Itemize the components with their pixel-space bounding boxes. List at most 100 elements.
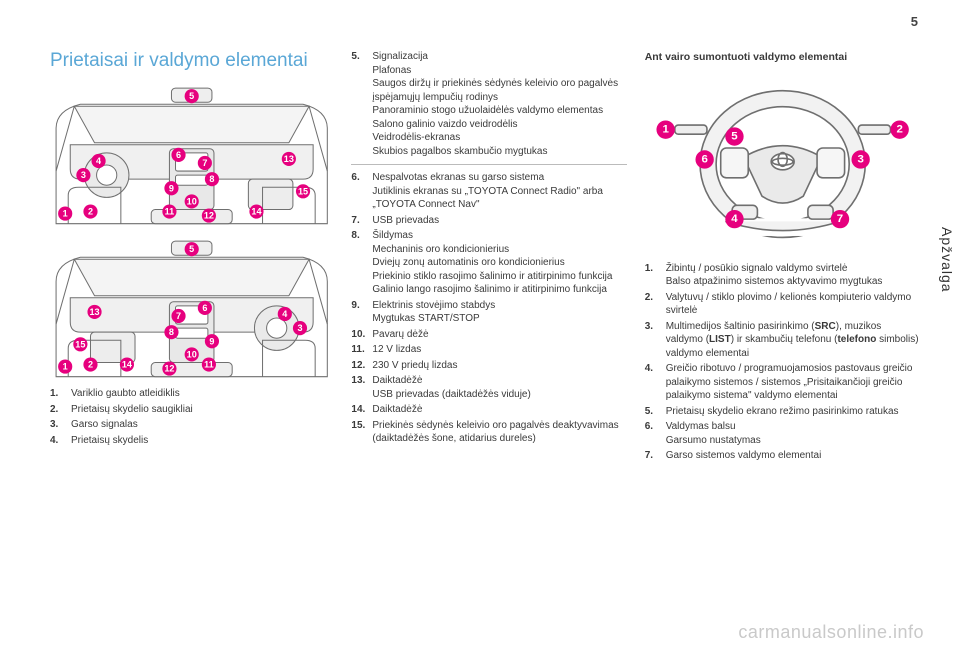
list-item-number: 7.	[645, 449, 661, 463]
column-2-list-bottom: 6.Nespalvotas ekranas su garso sistemaJu…	[351, 171, 626, 446]
svg-text:6: 6	[701, 154, 707, 166]
svg-text:12: 12	[164, 363, 174, 373]
list-item-line: Šildymas	[372, 229, 612, 243]
list-item: 10. Pavarų dėžė	[351, 328, 626, 342]
svg-text:5: 5	[731, 131, 738, 143]
list-item-line: Mygtukas START/STOP	[372, 312, 495, 326]
list-item-number: 3.	[50, 418, 66, 432]
svg-text:7: 7	[176, 311, 181, 321]
svg-text:8: 8	[209, 174, 214, 184]
list-item-text: Prietaisų skydelis	[71, 434, 148, 448]
list-item-number: 2.	[645, 291, 661, 318]
list-item-line: Signalizacija	[372, 50, 626, 64]
svg-text:15: 15	[298, 186, 308, 196]
list-item: 12. 230 V priedų lizdas	[351, 359, 626, 373]
list-item-number: 15.	[351, 419, 367, 446]
list-item-line: Plafonas	[372, 64, 626, 78]
list-item: 2.Valytuvų / stiklo plovimo / kelionės k…	[645, 291, 920, 318]
list-item-line: Salono galinio vaizdo veidrodėlis	[372, 118, 626, 132]
list-item-line: Nespalvotas ekranas su garso sistema	[372, 171, 626, 185]
watermark: carmanualsonline.info	[738, 622, 924, 643]
list-item-line: Garso signalas	[71, 418, 138, 432]
list-item: 4. Prietaisų skydelis	[50, 434, 333, 448]
list-item: 1.Variklio gaubto atleidiklis	[50, 387, 333, 401]
list-item-number: 11.	[351, 343, 367, 357]
list-item-text: Valytuvų / stiklo plovimo / kelionės kom…	[666, 291, 920, 318]
svg-text:12: 12	[204, 210, 214, 220]
list-item-line: Garso sistemos valdymo elementai	[666, 449, 822, 463]
list-item-number: 14.	[351, 403, 367, 417]
list-item-line: 12 V lizdas	[372, 343, 421, 357]
list-item-line: Valdymas balsu	[666, 420, 761, 434]
list-item-text: SignalizacijaPlafonasSaugos diržų ir pri…	[372, 50, 626, 158]
list-item-line: Prietaisų skydelio ekrano režimo pasirin…	[666, 405, 899, 419]
column-3: Ant vairo sumontuoti valdymo elementai 1…	[645, 50, 920, 615]
page-title: Prietaisai ir valdymo elementai	[50, 50, 333, 72]
list-item: 7.USB prievadas	[351, 214, 626, 228]
list-item-line: Daiktadėžė	[372, 403, 422, 417]
list-item-number: 2.	[50, 403, 66, 417]
steering-wheel-diagram: 1234567	[645, 70, 920, 254]
list-item-text: Valdymas balsuGarsumo nustatymas	[666, 420, 761, 447]
list-item: 6.Valdymas balsuGarsumo nustatymas	[645, 420, 920, 447]
list-item-text: Pavarų dėžė	[372, 328, 428, 342]
list-item: 14. Daiktadėžė	[351, 403, 626, 417]
list-item-text: Žibintų / posūkio signalo valdymo svirte…	[666, 262, 883, 289]
list-item-number: 5.	[351, 50, 367, 158]
svg-text:13: 13	[89, 307, 99, 317]
list-item: 8.ŠildymasMechaninis oro kondicionierius…	[351, 229, 626, 297]
svg-text:11: 11	[165, 206, 175, 216]
list-item-line: Balso atpažinimo sistemos aktyvavimo myg…	[666, 275, 883, 289]
svg-text:2: 2	[896, 124, 902, 136]
list-item-text: ŠildymasMechaninis oro kondicionieriusDv…	[372, 229, 612, 297]
svg-text:5: 5	[189, 91, 194, 101]
list-item: 6.Nespalvotas ekranas su garso sistemaJu…	[351, 171, 626, 212]
list-item-line: Garsumo nustatymas	[666, 434, 761, 448]
column-3-list: 1.Žibintų / posūkio signalo valdymo svir…	[645, 262, 920, 463]
list-item-line: Mechaninis oro kondicionierius	[372, 243, 612, 257]
svg-text:3: 3	[81, 170, 86, 180]
list-item-text: Prietaisų skydelio saugikliai	[71, 403, 193, 417]
list-item-text: Multimedijos šaltinio pasirinkimo (SRC),…	[666, 320, 920, 361]
list-item-number: 9.	[351, 299, 367, 326]
list-item: 2. Prietaisų skydelio saugikliai	[50, 403, 333, 417]
list-item: 11. 12 V lizdas	[351, 343, 626, 357]
list-item-line: Prietaisų skydelio saugikliai	[71, 403, 193, 417]
list-item: 1.Žibintų / posūkio signalo valdymo svir…	[645, 262, 920, 289]
list-item-line: Elektrinis stovėjimo stabdys	[372, 299, 495, 313]
list-item-text: 230 V priedų lizdas	[372, 359, 457, 373]
svg-text:10: 10	[187, 349, 197, 359]
list-item-line: USB prievadas (daiktadėžės viduje)	[372, 388, 530, 402]
svg-text:2: 2	[88, 359, 93, 369]
list-item: 3. Garso signalas	[50, 418, 333, 432]
list-item-number: 10.	[351, 328, 367, 342]
svg-text:9: 9	[169, 183, 174, 193]
svg-text:6: 6	[202, 302, 207, 312]
list-item-line: Veidrodėlis-ekranas	[372, 131, 626, 145]
page-content: Prietaisai ir valdymo elementai 54367891…	[50, 50, 920, 615]
list-item: 13.DaiktadėžėUSB prievadas (daiktadėžės …	[351, 374, 626, 401]
svg-text:3: 3	[297, 323, 302, 333]
column-2-list-top: 5.SignalizacijaPlafonasSaugos diržų ir p…	[351, 50, 626, 158]
list-item-number: 4.	[50, 434, 66, 448]
list-item: 9. Elektrinis stovėjimo stabdysMygtukas S…	[351, 299, 626, 326]
list-item-number: 7.	[351, 214, 367, 228]
svg-text:15: 15	[75, 339, 85, 349]
list-item: 15. Priekinės sėdynės keleivio oro pagalv…	[351, 419, 626, 446]
list-item-line: Jutiklinis ekranas su „TOYOTA Connect Ra…	[372, 185, 626, 212]
list-item-text: Garso signalas	[71, 418, 138, 432]
list-item-line: Galinio lango rasojimo šalinimo ir atiti…	[372, 283, 612, 297]
svg-text:11: 11	[204, 359, 214, 369]
svg-text:8: 8	[169, 327, 174, 337]
list-item-number: 5.	[645, 405, 661, 419]
list-item-number: 8.	[351, 229, 367, 297]
list-item: 7. Garso sistemos valdymo elementai	[645, 449, 920, 463]
list-item-text: Priekinės sėdynės keleivio oro pagalvės …	[372, 419, 626, 446]
list-item-text: DaiktadėžėUSB prievadas (daiktadėžės vid…	[372, 374, 530, 401]
list-item-number: 12.	[351, 359, 367, 373]
column-2-divider	[351, 164, 626, 165]
list-item-line: 230 V priedų lizdas	[372, 359, 457, 373]
list-item: 4.Greičio ribotuvo / programuojamosios p…	[645, 362, 920, 403]
dashboard-diagram-rhd: 543678910111213141512	[50, 235, 333, 382]
list-item-text: 12 V lizdas	[372, 343, 421, 357]
